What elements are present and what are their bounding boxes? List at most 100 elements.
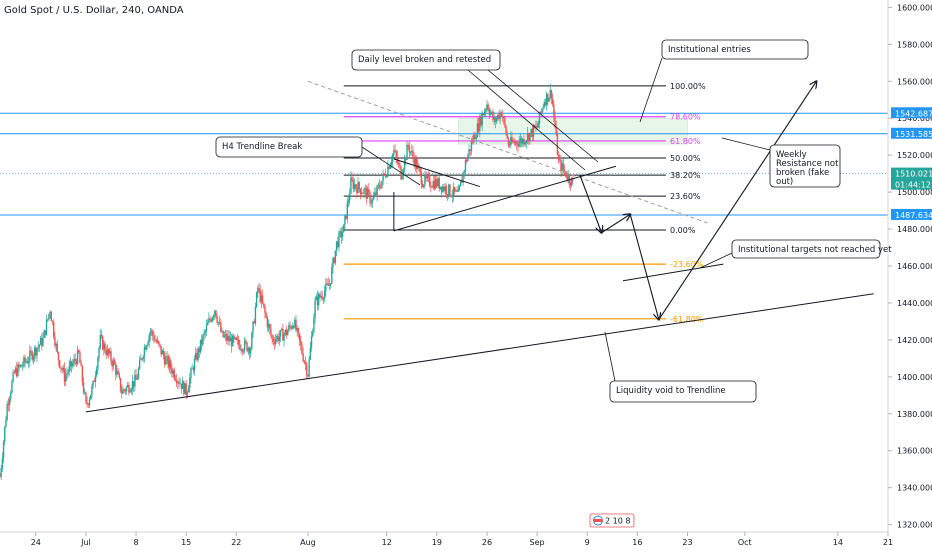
candle-body-297 <box>353 184 356 189</box>
candle-body-156 <box>185 383 187 396</box>
candle-body-125 <box>148 335 150 343</box>
projection-arrow-2[interactable] <box>629 214 659 319</box>
candle-body-377 <box>449 184 451 196</box>
annotations: Daily level broken and retested Instituti… <box>215 39 892 403</box>
candle-body-367 <box>437 178 439 186</box>
candle-body-112 <box>132 381 135 387</box>
candle-body-138 <box>164 356 166 365</box>
annotation-institutional-entries[interactable]: Institutional entries <box>639 39 809 123</box>
candle-body-21 <box>24 357 26 363</box>
candle-body-155 <box>184 383 186 395</box>
trendline-4[interactable] <box>622 263 724 282</box>
candle-body-277 <box>329 283 332 285</box>
candle-body-84 <box>99 334 101 348</box>
candle-body-249 <box>296 328 298 331</box>
x-tick-label: 14 <box>833 538 843 547</box>
candle-body-355 <box>423 184 425 188</box>
candle-body-53 <box>62 367 64 371</box>
trendline-0[interactable] <box>85 293 874 413</box>
events-badge[interactable]: 2 10 8 <box>589 513 635 528</box>
price-badge-label: 1542.687 <box>895 109 932 118</box>
candle-body-180 <box>214 310 216 316</box>
annotation-pointer <box>699 252 733 269</box>
annotation-h4-trendline[interactable]: H4 Trendline Break <box>215 136 421 186</box>
price-badge <box>891 208 932 220</box>
candle-body-433 <box>516 141 518 145</box>
candle-body-424 <box>505 125 507 135</box>
candle-body-145 <box>172 370 174 374</box>
candle-body-22 <box>25 361 27 363</box>
projection-arrow-1[interactable] <box>601 214 631 234</box>
candle-body-135 <box>160 345 162 355</box>
candle-body-340 <box>405 157 407 160</box>
candle-body-422 <box>502 117 505 119</box>
candle-body-348 <box>414 158 417 167</box>
y-tick-label: 1360.000 <box>897 447 932 456</box>
projection-arrow-0[interactable] <box>579 175 601 232</box>
candle-body-407 <box>485 109 487 112</box>
candle-body-360 <box>428 176 431 186</box>
candle-body-222 <box>264 306 266 313</box>
candle-body-47 <box>55 343 57 346</box>
annotation-box <box>769 144 841 188</box>
candle-body-228 <box>271 335 273 340</box>
candle-body-102 <box>121 390 123 394</box>
y-tick-label: 1380.000 <box>897 410 932 419</box>
candle-body-219 <box>260 295 263 302</box>
candle-body-471 <box>561 163 563 172</box>
fib-label-5: 23.60% <box>670 192 701 201</box>
candle-body-450 <box>536 126 538 128</box>
candle-body-18 <box>20 365 23 367</box>
candle-body-258 <box>307 375 309 377</box>
candle-body-31 <box>36 348 38 356</box>
candle-body-160 <box>190 368 192 378</box>
candle-body-20 <box>23 357 25 366</box>
candle-body-381 <box>454 187 456 192</box>
candle-body-184 <box>218 322 221 324</box>
candle-body-99 <box>117 371 119 374</box>
candle-body-148 <box>175 380 178 384</box>
candle-body-275 <box>327 283 329 286</box>
price-axis[interactable]: 1320.000 1340.000 1360.000 1380.000 1400.000… <box>888 3 932 530</box>
trendline-2[interactable] <box>307 80 710 224</box>
candle-body-391 <box>465 159 468 162</box>
candle-body-282 <box>335 241 338 251</box>
candle-body-374 <box>445 186 448 195</box>
candle-body-89 <box>105 351 107 356</box>
candle-body-168 <box>199 339 202 353</box>
annotation-liquidity-void[interactable]: Liquidity void to Trendline <box>604 331 757 403</box>
candle-body-215 <box>255 292 258 307</box>
projection-arrow-3[interactable] <box>658 81 817 320</box>
annotation-box <box>661 39 809 60</box>
candle-body-78 <box>92 380 94 387</box>
annotation-pointer <box>721 137 771 151</box>
annotation-text: Daily level broken and retested <box>358 55 491 65</box>
candle-body-311 <box>370 202 372 204</box>
annotation-daily-level[interactable]: Daily level broken and retested <box>351 49 599 171</box>
candle-body-248 <box>295 319 297 331</box>
chart-title: Gold Spot / U.S. Dollar, 240, OANDA <box>4 5 184 16</box>
annotation-institutional-targets[interactable]: Institutional targets not reached yet <box>699 239 892 269</box>
candle-body-94 <box>111 361 113 367</box>
candle-body-244 <box>290 326 292 329</box>
candle-body-75 <box>88 399 91 405</box>
trendline-3[interactable] <box>393 158 480 188</box>
candle-body-454 <box>541 109 543 114</box>
candle-body-436 <box>519 138 522 142</box>
candle-body-420 <box>500 112 502 116</box>
candle-body-235 <box>279 329 282 337</box>
candle-body-405 <box>482 113 485 116</box>
candle-body-461 <box>549 90 551 99</box>
candle-body-183 <box>217 322 220 324</box>
candle-body-256 <box>304 362 307 365</box>
time-axis[interactable]: 24 Jul 8 15 22 Aug 12 19 26 Sep 9 16 23 Oct 14 21 <box>31 532 893 547</box>
y-tick-label: 1420.000 <box>897 336 932 345</box>
candle-body-85 <box>100 334 103 337</box>
candle-body-139 <box>165 357 167 365</box>
candle-body-323 <box>384 174 387 177</box>
candle-body-361 <box>430 185 432 188</box>
annotation-text: Weekly <box>776 150 807 160</box>
candle-body-271 <box>322 298 325 300</box>
